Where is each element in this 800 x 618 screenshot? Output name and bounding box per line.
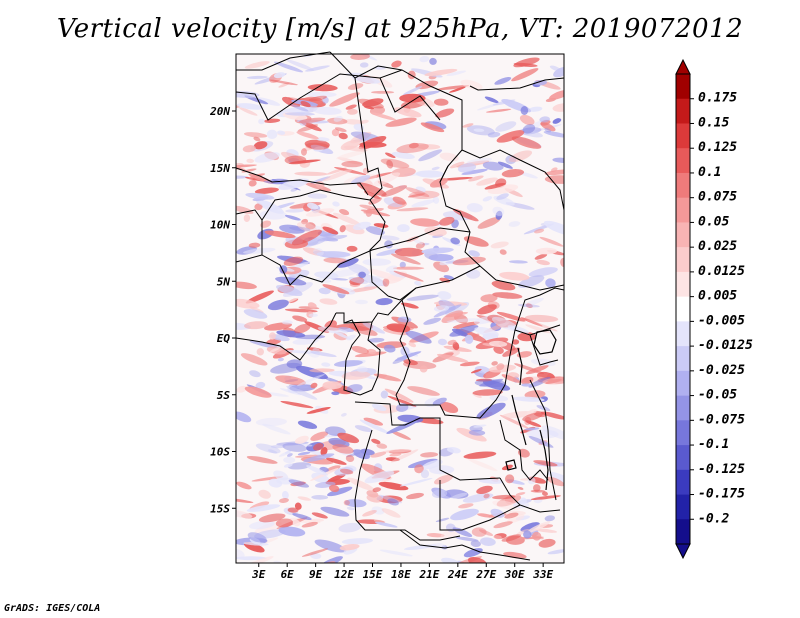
lon-label: 21E (418, 568, 439, 581)
lon-label: 30E (504, 568, 525, 581)
lon-label: 33E (532, 568, 553, 581)
colorbar-label: 0.0125 (698, 264, 745, 279)
colorbar-label: 0.1 (698, 165, 721, 180)
colorbar-bottom-arrow (675, 543, 691, 560)
colorbar-band (676, 247, 690, 273)
colorbar-band (676, 469, 690, 495)
longitude-axis: 3E 6E 9E 12E 15E 18E 21E 24E 27E 30E 33E (251, 563, 553, 581)
colorbar-label: 0.175 (698, 91, 737, 106)
colorbar-label: 0.005 (698, 289, 737, 304)
latitude-axis: 20N 15N 10N 5N EQ 5S 10S 15S (209, 105, 236, 515)
colorbar-label: -0.0125 (698, 338, 753, 353)
colorbar-frame (675, 73, 691, 545)
colorbar-band (676, 395, 690, 421)
colorbar-label: -0.05 (698, 388, 737, 403)
colorbar-top-arrow (675, 58, 691, 75)
colorbar-band (676, 494, 690, 520)
lon-label: 12E (334, 568, 354, 581)
chart-title: Vertical velocity [m/s] at 925hPa, VT: 2… (56, 14, 744, 44)
colorbar-label: -0.125 (698, 462, 745, 477)
colorbar-band (676, 346, 690, 372)
colorbar-band (676, 123, 690, 149)
lon-label: 6E (281, 568, 295, 581)
lat-label: EQ (217, 332, 231, 345)
colorbar-band (676, 321, 690, 347)
lon-label: 15E (363, 568, 383, 581)
lat-label: 10S (210, 446, 230, 459)
lat-label: 10N (210, 219, 230, 232)
colorbar-label: 0.025 (698, 239, 737, 254)
lon-label: 18E (391, 568, 411, 581)
colorbar-band (676, 271, 690, 297)
colorbar-band (676, 172, 690, 198)
lat-label: 5N (217, 275, 231, 288)
colorbar-label: 0.05 (698, 214, 729, 229)
colorbar-label: -0.075 (698, 412, 745, 427)
velocity-field (236, 54, 564, 563)
colorbar-band (676, 98, 690, 124)
colorbar-band (676, 420, 690, 446)
colorbar-band (676, 197, 690, 223)
lat-label: 15S (210, 502, 230, 515)
lon-label: 24E (447, 568, 468, 581)
colorbar-label: -0.1 (698, 437, 729, 452)
map-frame (235, 53, 565, 564)
colorbar-label: -0.175 (698, 487, 745, 502)
lat-label: 20N (209, 105, 230, 118)
colorbar-band (676, 74, 690, 100)
lakes (505, 329, 557, 491)
country-borders (235, 51, 565, 561)
lon-label: 27E (475, 568, 496, 581)
colorbar-band (676, 445, 690, 471)
colorbar: 0.175 0.15 0.125 0.1 0.075 0.05 0.025 0.0125 0.0… (675, 58, 753, 560)
colorbar-band (676, 222, 690, 248)
colorbar-band (676, 370, 690, 396)
lat-label: 15N (210, 162, 230, 175)
colorbar-label: -0.025 (698, 363, 745, 378)
credit-text: GrADS: IGES/COLA (4, 603, 101, 614)
colorbar-label: -0.2 (698, 511, 729, 526)
colorbar-band (676, 296, 690, 322)
colorbar-label: 0.15 (698, 115, 729, 130)
colorbar-label: 0.125 (698, 140, 737, 155)
lon-label: 3E (251, 568, 266, 581)
lon-label: 9E (309, 568, 323, 581)
colorbar-band (676, 519, 690, 545)
colorbar-label: 0.075 (698, 190, 737, 205)
colorbar-band (676, 148, 690, 174)
colorbar-label: -0.005 (698, 313, 745, 328)
lat-label: 5S (217, 389, 231, 402)
